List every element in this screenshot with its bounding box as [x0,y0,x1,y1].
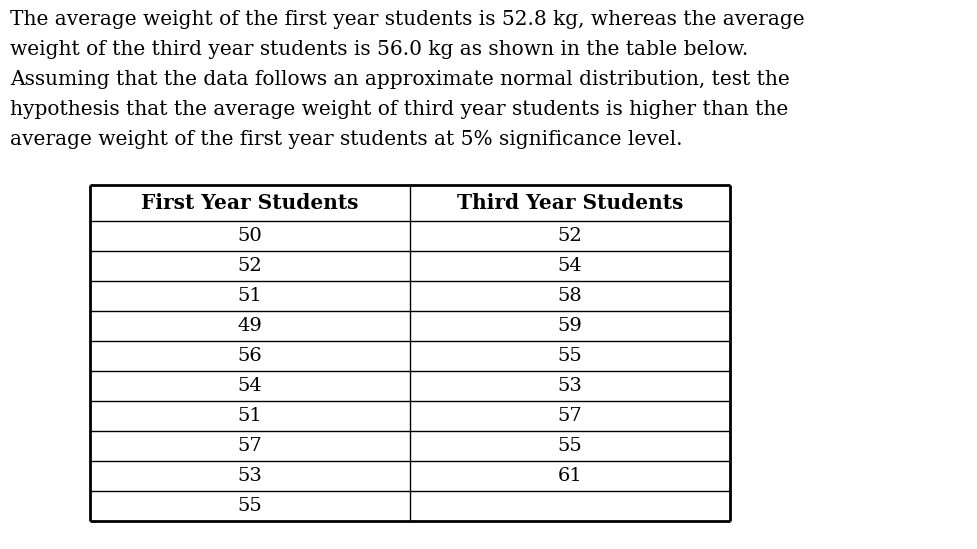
Text: 56: 56 [237,347,262,365]
Text: 57: 57 [237,437,262,455]
Text: 52: 52 [557,227,581,245]
Text: average weight of the first year students at 5% significance level.: average weight of the first year student… [10,130,682,149]
Text: 53: 53 [237,467,262,485]
Text: 59: 59 [557,317,582,335]
Text: 51: 51 [237,407,262,425]
Text: 53: 53 [557,377,582,395]
Text: 54: 54 [237,377,262,395]
Text: The average weight of the first year students is 52.8 kg, whereas the average: The average weight of the first year stu… [10,10,804,29]
Text: First Year Students: First Year Students [141,193,359,213]
Text: 55: 55 [557,347,581,365]
Text: 55: 55 [237,497,262,515]
Text: 52: 52 [237,257,262,275]
Text: 55: 55 [557,437,581,455]
Text: 49: 49 [237,317,262,335]
Text: 61: 61 [557,467,581,485]
Text: 58: 58 [557,287,581,305]
Text: hypothesis that the average weight of third year students is higher than the: hypothesis that the average weight of th… [10,100,787,119]
Text: weight of the third year students is 56.0 kg as shown in the table below.: weight of the third year students is 56.… [10,40,747,59]
Text: 57: 57 [557,407,581,425]
Text: 51: 51 [237,287,262,305]
Text: 54: 54 [557,257,581,275]
Text: 50: 50 [237,227,262,245]
Text: Assuming that the data follows an approximate normal distribution, test the: Assuming that the data follows an approx… [10,70,789,89]
Text: Third Year Students: Third Year Students [456,193,683,213]
